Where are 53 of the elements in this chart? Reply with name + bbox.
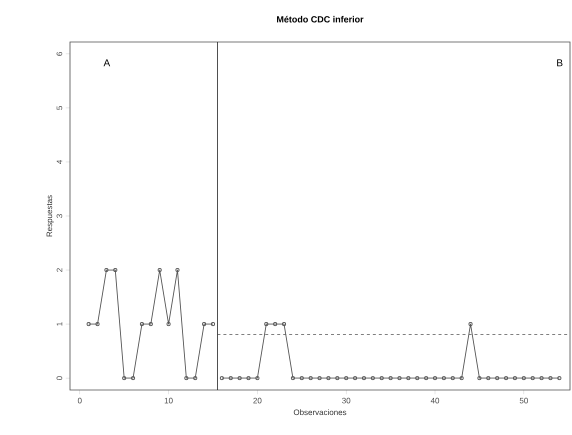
point [442,376,446,380]
point [326,376,330,380]
annotation: B [557,59,562,66]
point [140,322,144,326]
point [131,376,136,380]
point [477,376,482,380]
point [415,376,420,380]
point [273,322,278,326]
point [95,322,100,326]
annotation: A [104,59,110,66]
point [344,376,348,380]
point [530,376,535,380]
point [282,322,286,326]
point [290,376,295,380]
point [175,268,180,272]
point [308,376,313,380]
point [113,268,118,272]
point [522,376,526,380]
point [504,376,508,380]
point [362,376,366,380]
point [166,322,171,326]
point [424,376,428,380]
point [460,376,464,380]
point [388,376,393,380]
point [495,376,500,380]
point [335,376,340,380]
point [148,322,153,326]
chart-title: Método CDC inferior [277,16,364,22]
point [406,376,410,380]
point [486,376,490,380]
point [397,376,402,380]
point [300,376,304,380]
point [122,376,126,380]
point [255,376,260,380]
point [512,376,517,380]
point [380,376,384,380]
point [264,322,268,326]
point [370,376,375,380]
point [238,376,242,380]
point [104,268,108,272]
point [228,376,233,380]
point [540,376,544,380]
point [193,376,198,380]
point [450,376,455,380]
point [353,376,358,380]
point [432,376,438,380]
point [202,322,206,326]
point [468,322,473,326]
point [246,376,251,380]
point [158,268,162,272]
point [548,376,553,380]
point [184,376,188,380]
point [318,376,322,380]
